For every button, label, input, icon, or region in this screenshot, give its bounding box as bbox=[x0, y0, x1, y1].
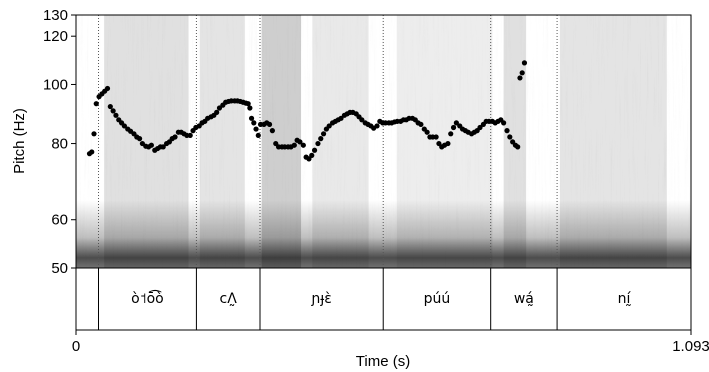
pitch-point bbox=[89, 149, 95, 155]
pitch-point bbox=[297, 139, 303, 145]
pitch-point bbox=[300, 142, 306, 148]
pitch-point bbox=[187, 132, 193, 139]
pitch-point bbox=[253, 126, 259, 132]
pitch-point bbox=[136, 136, 143, 142]
pitch-point bbox=[515, 144, 521, 150]
pitch-point bbox=[107, 103, 113, 110]
pitch-point bbox=[160, 144, 166, 150]
pitch-point bbox=[445, 140, 451, 147]
tier-frame bbox=[75, 267, 692, 331]
pitch-point bbox=[248, 115, 255, 121]
pitch-point bbox=[269, 128, 275, 134]
pitch-point bbox=[247, 105, 253, 111]
pitch-point bbox=[216, 105, 223, 111]
tier-interval-label: púú bbox=[424, 291, 451, 307]
x-tick-label-end: 1.093 bbox=[672, 338, 709, 355]
pitch-point bbox=[306, 156, 312, 162]
pitch-point bbox=[291, 142, 297, 148]
pitch-point bbox=[113, 112, 119, 118]
pitch-point bbox=[214, 109, 220, 115]
pitch-point bbox=[501, 120, 507, 126]
y-tick-label: 80 bbox=[51, 136, 68, 153]
tier-interval-label: cɅ̰ bbox=[220, 291, 238, 307]
spectrogram-region bbox=[312, 15, 369, 268]
tier-labels: ò˦ō͡ò cɅ̰ ɲɟɛ̀ púú wá̰ nḭ́ bbox=[131, 290, 631, 307]
pitch-point bbox=[519, 70, 525, 76]
pitch-point bbox=[93, 101, 99, 107]
pitch-point bbox=[91, 131, 97, 137]
tier-interval-label: ò˦ō͡ò bbox=[131, 290, 164, 307]
pitch-point bbox=[448, 131, 454, 137]
pitch-point bbox=[433, 134, 439, 140]
spectrogram-region bbox=[104, 15, 189, 268]
pitch-point bbox=[315, 140, 321, 147]
pitch-point bbox=[521, 60, 528, 66]
pitch-point bbox=[309, 152, 315, 158]
pitch-point bbox=[507, 134, 513, 140]
tier-interval-label: wá̰ bbox=[514, 291, 534, 307]
pitch-point bbox=[517, 75, 523, 81]
y-tick-label: 120 bbox=[43, 28, 68, 45]
pitch-point bbox=[318, 136, 324, 142]
pitch-point bbox=[172, 134, 178, 140]
pitch-point bbox=[326, 123, 332, 129]
pitch-point bbox=[359, 117, 365, 123]
pitch-points bbox=[86, 60, 528, 162]
spectrogram-region bbox=[396, 15, 493, 268]
y-tick-label: 60 bbox=[51, 212, 68, 229]
pitch-point bbox=[320, 131, 327, 137]
pitch-point bbox=[418, 121, 424, 128]
segment-boundaries bbox=[98, 15, 558, 330]
pitch-point bbox=[424, 129, 430, 135]
pitch-point bbox=[104, 85, 111, 92]
spectrogram-region bbox=[261, 15, 302, 268]
pitch-point bbox=[477, 124, 483, 131]
pitch-point bbox=[374, 123, 380, 129]
tier-interval-label: ɲɟɛ̀ bbox=[310, 291, 332, 307]
pitch-point bbox=[148, 142, 154, 148]
pitch-point bbox=[338, 115, 344, 121]
pitch-point bbox=[251, 120, 257, 126]
spectrogram-energy-regions bbox=[104, 15, 667, 268]
y-axis: 50 60 80 100 120 130 bbox=[43, 7, 692, 335]
pitch-point bbox=[450, 124, 457, 131]
y-tick-label: 130 bbox=[43, 7, 68, 24]
tier-interval-label: nḭ́ bbox=[618, 291, 632, 307]
pitch-point bbox=[453, 120, 459, 126]
pitch-point bbox=[255, 132, 261, 139]
pitch-point bbox=[121, 123, 127, 129]
pitch-point bbox=[504, 128, 510, 134]
pitch-point bbox=[311, 147, 318, 153]
pitch-point bbox=[245, 101, 251, 107]
x-axis-title: Time (s) bbox=[356, 353, 410, 370]
spectrogram-region bbox=[559, 15, 667, 268]
y-tick-label: 50 bbox=[51, 260, 68, 277]
pitch-point bbox=[266, 121, 273, 128]
x-tick-label-start: 0 bbox=[72, 338, 80, 355]
pitch-point bbox=[110, 108, 116, 114]
spectrogram-region bbox=[199, 15, 245, 268]
y-tick-label: 100 bbox=[43, 76, 68, 93]
y-axis-title: Pitch (Hz) bbox=[11, 108, 28, 174]
